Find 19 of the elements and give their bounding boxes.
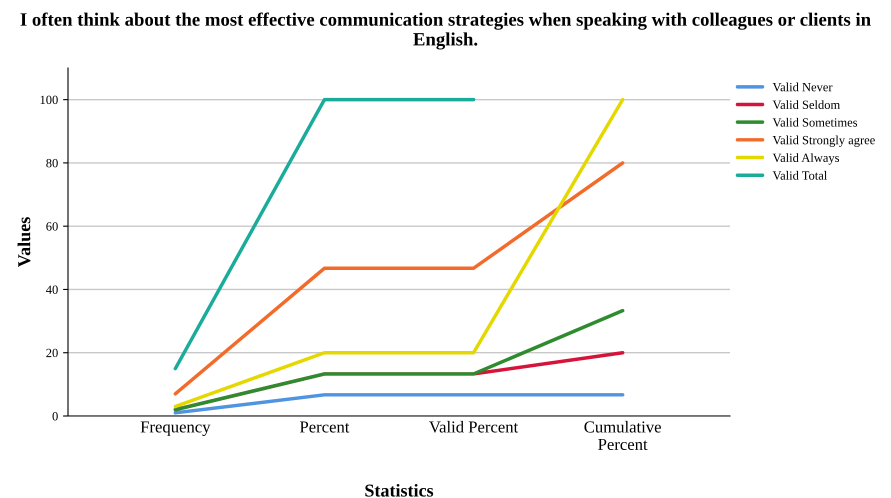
legend-label: Valid Never [772,82,832,92]
x-axis-title: Statistics [365,484,434,497]
x-tick-label: Percent [300,422,350,433]
x-tick-label: Cumulative Percent [584,420,661,450]
y-tick-label: 40 [46,285,58,294]
y-tick-label: 60 [46,222,58,231]
legend-label: Valid Seldom [772,100,840,110]
y-tick-label: 20 [46,348,58,358]
chart-title: I often think about the most effective communication strategies when speaking with colleagues or clients in English. [20,12,871,50]
legend-label: Valid Always [772,153,840,165]
y-tick-label: 80 [46,158,58,168]
x-tick-label: Frequency [140,421,210,436]
y-tick-label: 100 [40,96,58,104]
y-tick-label: 0 [52,412,58,420]
legend-label: Valid Total [772,170,828,180]
legend-label: Valid Strongly agree [772,136,875,147]
y-axis-title: Values [18,217,30,268]
x-tick-label: Valid Percent [429,420,518,433]
legend-label: Valid Sometimes [772,118,858,127]
